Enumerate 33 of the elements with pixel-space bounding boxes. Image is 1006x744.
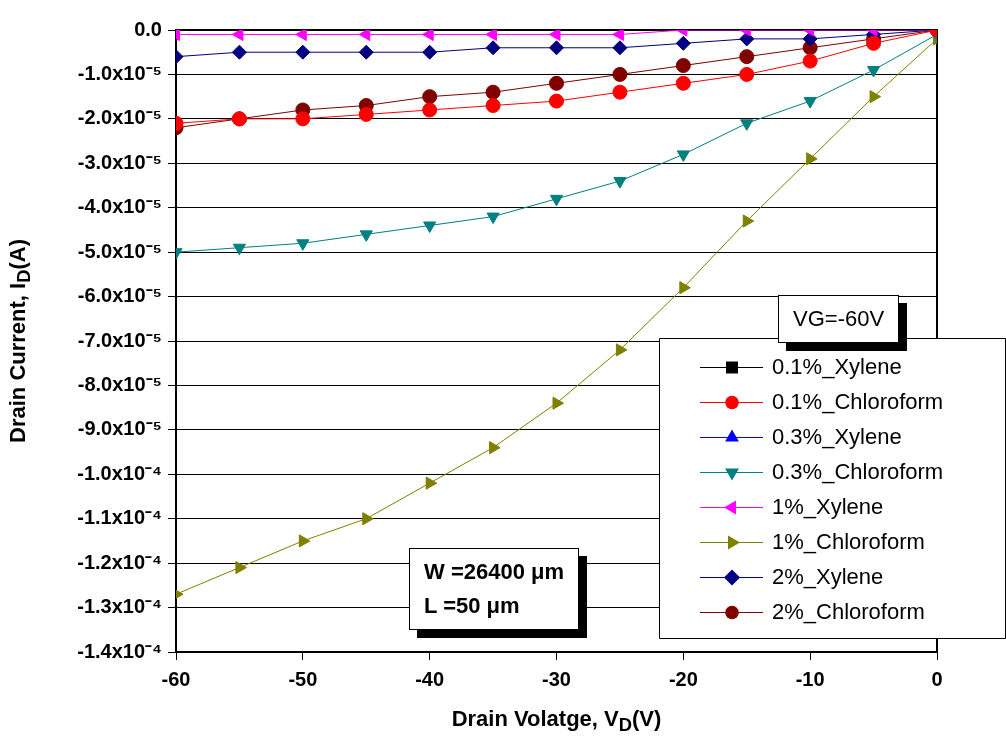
annotation: VG=-60V: [778, 295, 900, 343]
y-tick-label: -3.0x10⁻⁵: [77, 150, 162, 173]
x-axis-title: Drain Volatge, V$_{D}$(V): [450, 706, 663, 737]
x-tick-label: -30: [542, 667, 571, 690]
y-tick-label: -1.3x10⁻⁴: [77, 595, 162, 618]
x-tick-label: 0: [931, 667, 943, 690]
x-tick-label: -40: [415, 667, 445, 690]
legend-label: 0.3%_Chloroform: [772, 458, 944, 484]
y-tick-label: -1.1x10⁻⁴: [77, 506, 162, 529]
y-tick-label: -2.0x10⁻⁵: [77, 106, 162, 129]
x-tick-label: -60: [161, 667, 191, 690]
legend-label: 1%_Chloroform: [772, 528, 925, 554]
legend-label: 2%_Xylene: [772, 563, 884, 589]
legend-label: 0.1%_Chloroform: [772, 388, 944, 414]
legend-label: 0.3%_Xylene: [772, 423, 902, 449]
y-tick-label: -8.0x10⁻⁵: [77, 372, 162, 395]
x-tick-label: -10: [795, 667, 825, 690]
y-tick-label: -1.0x10⁻⁵: [77, 61, 162, 84]
x-tick-label: -20: [668, 667, 698, 690]
legend-label: 2%_Chloroform: [772, 598, 925, 624]
legend-label: 0.1%_Xylene: [772, 353, 902, 379]
x-tick-label: -50: [288, 667, 318, 690]
legend-label: 1%_Xylene: [772, 493, 884, 519]
y-tick-label: -7.0x10⁻⁵: [77, 328, 162, 351]
y-tick-label: -1.4x10⁻⁴: [77, 639, 162, 662]
y-tick-label: -1.2x10⁻⁴: [77, 550, 162, 573]
y-tick-label: -5.0x10⁻⁵: [77, 239, 162, 262]
y-tick-label: -4.0x10⁻⁵: [77, 195, 162, 218]
y-tick-label: -9.0x10⁻⁵: [77, 417, 162, 440]
y-tick-label: -1.0x10⁻⁴: [77, 461, 162, 484]
y-tick-label: 0.0: [134, 17, 162, 40]
y-tick-label: -6.0x10⁻⁵: [77, 284, 162, 307]
annotation: W =26400 μm L =50 μm: [409, 548, 580, 630]
